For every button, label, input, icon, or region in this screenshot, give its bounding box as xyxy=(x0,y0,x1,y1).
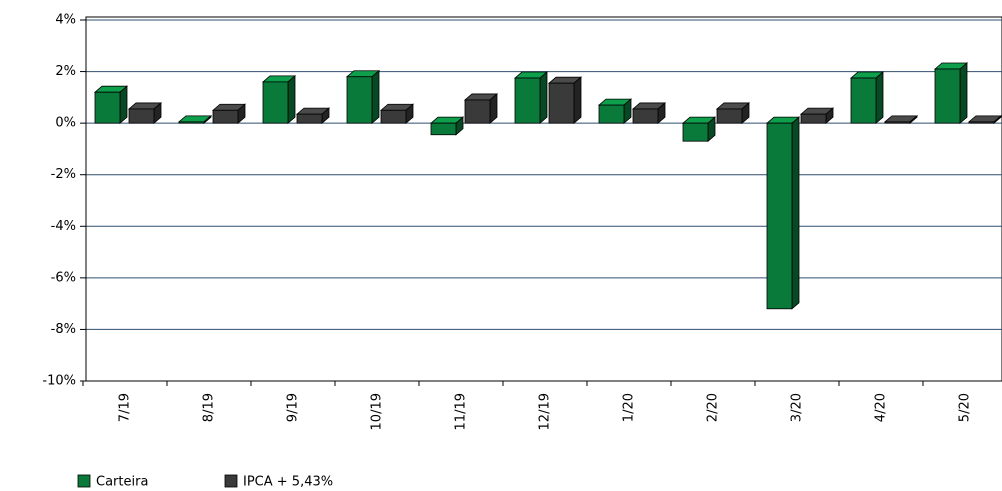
bar-group xyxy=(429,116,465,136)
bar xyxy=(548,82,575,124)
bar xyxy=(430,122,457,136)
bar-group xyxy=(211,103,247,125)
bar xyxy=(884,121,911,124)
legend-label: IPCA + 5,43% xyxy=(243,475,333,490)
y-tick-label: -2% xyxy=(51,167,76,182)
bar xyxy=(178,121,205,124)
bar-side xyxy=(371,69,380,125)
bar-group xyxy=(933,62,969,125)
y-tick-label: -4% xyxy=(51,219,76,234)
x-tick-label: 2/20 xyxy=(706,393,721,422)
bar-group xyxy=(127,102,163,125)
bar-side xyxy=(573,76,582,125)
y-tick-label: 2% xyxy=(55,64,76,79)
bar xyxy=(380,109,407,124)
x-tick-label: 9/19 xyxy=(286,393,301,422)
y-tick-label: -6% xyxy=(51,270,76,285)
bar-side xyxy=(791,116,800,310)
bar-side xyxy=(119,85,128,125)
bar xyxy=(850,77,877,124)
y-tick-label: 4% xyxy=(55,13,76,28)
bar-side xyxy=(539,71,548,125)
bar xyxy=(766,122,793,310)
x-tick-label: 10/19 xyxy=(370,393,385,430)
y-tick-label: -10% xyxy=(42,374,76,389)
bar xyxy=(632,108,659,124)
x-tick-label: 1/20 xyxy=(622,393,637,422)
bar-side xyxy=(959,62,968,125)
bar-group xyxy=(883,114,919,125)
bar-side xyxy=(875,71,884,125)
x-tick-label: 7/19 xyxy=(118,393,133,422)
bar xyxy=(94,91,121,124)
x-tick-label: 12/19 xyxy=(538,393,553,430)
bar-group xyxy=(849,71,885,125)
bar-group xyxy=(463,93,499,125)
y-tick-label: -8% xyxy=(51,322,76,337)
bar xyxy=(128,108,155,124)
bar-group xyxy=(715,102,751,125)
x-tick-label: 8/19 xyxy=(202,393,217,422)
bar xyxy=(464,99,491,124)
bar-group xyxy=(799,107,835,125)
bar xyxy=(934,68,961,124)
bar-group xyxy=(345,69,381,125)
legend-label: Carteira xyxy=(96,475,148,490)
bar xyxy=(598,104,625,124)
bar xyxy=(262,81,289,124)
x-tick-label: 5/20 xyxy=(958,393,973,422)
bar-group xyxy=(765,116,801,310)
y-tick-label: 0% xyxy=(55,116,76,131)
bar-group xyxy=(547,76,583,125)
bar-side xyxy=(287,75,296,125)
bar-group xyxy=(967,114,1002,125)
legend-swatch xyxy=(224,474,238,488)
bar xyxy=(716,108,743,124)
bar-group xyxy=(295,107,331,125)
bar-group xyxy=(93,85,129,125)
x-tick-label: 11/19 xyxy=(454,393,469,430)
bar xyxy=(212,109,239,124)
x-tick-label: 3/20 xyxy=(790,393,805,422)
bar-group xyxy=(631,102,667,125)
bar xyxy=(968,121,995,124)
bar xyxy=(682,122,709,142)
x-tick-label: 4/20 xyxy=(874,393,889,422)
bar-group xyxy=(177,114,213,125)
legend-swatch xyxy=(77,474,91,488)
bar-group xyxy=(379,103,415,125)
bar xyxy=(296,113,323,124)
bar-group xyxy=(681,116,717,143)
bar-group xyxy=(261,75,297,125)
bar xyxy=(514,77,541,124)
bar-group xyxy=(597,98,633,125)
bar-group xyxy=(513,71,549,125)
bar xyxy=(346,76,373,124)
bar xyxy=(800,113,827,124)
